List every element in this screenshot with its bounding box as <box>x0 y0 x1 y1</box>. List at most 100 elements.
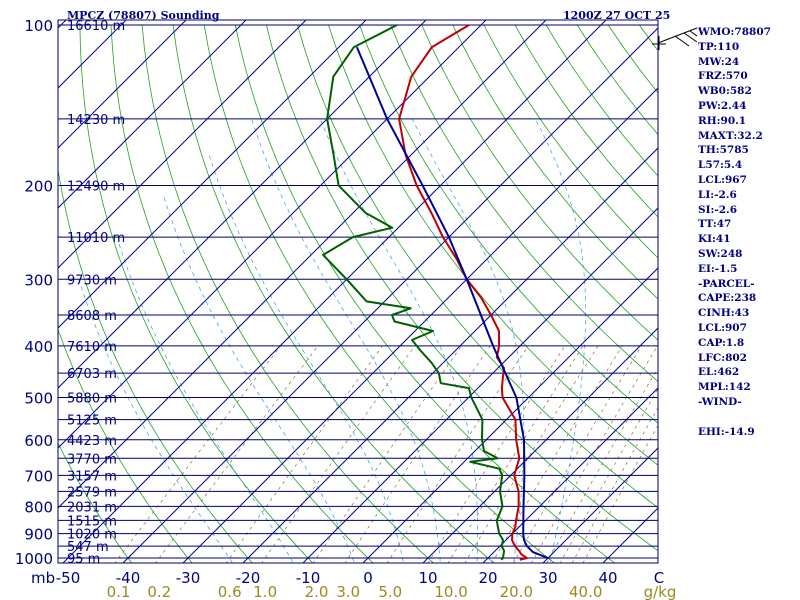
pressure-tick-label: 700 <box>24 467 53 485</box>
height-label: 5880 m <box>67 392 117 407</box>
index-item: CAPE:238 <box>698 292 757 305</box>
moist-adiabat <box>208 154 404 563</box>
index-item: CINH:43 <box>698 307 750 320</box>
dry-adiabat <box>203 24 555 563</box>
mixing-ratio-tick-label: 3.0 <box>336 583 360 600</box>
mixing-ratio-tick-label: 0.6 <box>218 583 242 600</box>
pressure-tick-label: 800 <box>24 498 53 516</box>
ylabel: mb <box>31 569 55 587</box>
index-item: LCL:967 <box>698 173 747 186</box>
moist-adiabat <box>535 118 586 563</box>
dry-adiabat <box>266 24 658 552</box>
moist-adiabat <box>251 118 441 563</box>
pressure-tick-label: 600 <box>24 432 53 450</box>
mixing-ratio-tick-label: 0.1 <box>107 583 131 600</box>
plot-frame <box>57 19 659 564</box>
dry-adiabat <box>79 24 314 563</box>
index-item: MW:24 <box>698 55 740 68</box>
mixing-ratio-tick-label: 2.0 <box>305 583 329 600</box>
moist-adiabat <box>411 118 525 563</box>
wind-barb <box>652 27 698 50</box>
index-item: CAP:1.8 <box>698 336 745 349</box>
mixing-ratio-line <box>513 345 642 563</box>
index-item: RH:90.1 <box>698 114 747 127</box>
index-item: EI:-1.5 <box>698 262 738 275</box>
temperature-tick-label: -40 <box>116 569 141 587</box>
isotherm <box>58 20 67 29</box>
height-label: 1020 m <box>67 528 117 543</box>
mixing-ratio-tick-label: 1.0 <box>253 583 277 600</box>
wind-barb-flag <box>674 35 690 47</box>
isotherm <box>242 147 658 563</box>
height-label: 11010 m <box>67 231 125 246</box>
height-label: 7610 m <box>67 340 117 355</box>
index-item: LI:-2.6 <box>698 188 737 201</box>
height-label: 2031 m <box>67 500 117 515</box>
pressure-tick-label: 300 <box>24 271 53 289</box>
height-label: 16610 m <box>67 19 125 34</box>
mixing-ratio-line <box>546 367 658 563</box>
sounding-time: 1200Z 27 OCT 25 <box>563 9 671 22</box>
pressure-tick-label: 100 <box>24 17 53 35</box>
index-item: TP:110 <box>698 40 740 53</box>
height-label: 9730 m <box>67 273 117 288</box>
profile-line-0 <box>398 24 528 561</box>
height-label: 4423 m <box>67 434 117 449</box>
temperature-tick-label: 30 <box>538 569 557 587</box>
dry-adiabat <box>390 24 658 383</box>
index-item: WB0:582 <box>698 85 752 98</box>
index-item: SI:-2.6 <box>698 203 737 216</box>
profile-line-2 <box>355 46 549 559</box>
height-label: 1515 m <box>67 514 117 529</box>
mixing-ratio-unit: g/kg <box>644 583 677 600</box>
height-label: 14230 m <box>67 113 125 128</box>
isotherm <box>542 447 658 563</box>
wind-barb-flag <box>683 32 698 43</box>
dry-adiabat <box>452 24 658 300</box>
height-label: 12490 m <box>67 179 125 194</box>
mixing-ratio-tick-label: 10.0 <box>434 583 467 600</box>
height-label: 3770 m <box>67 452 117 467</box>
isotherm <box>58 20 367 329</box>
mixing-ratio-line <box>312 345 462 563</box>
isotherm <box>58 20 187 149</box>
isotherm <box>182 87 658 563</box>
mixing-ratio-tick-label: 5.0 <box>378 583 402 600</box>
mixing-ratio-line <box>582 424 658 563</box>
isotherm <box>58 20 307 269</box>
isotherm <box>122 27 658 563</box>
mixing-ratio-tick-label: 20.0 <box>500 583 533 600</box>
mixing-ratio-line <box>225 345 383 563</box>
index-item: MAXT:32.2 <box>698 129 763 142</box>
index-item: L57:5.4 <box>698 159 743 172</box>
height-label: 547 m <box>67 540 109 555</box>
dry-adiabat <box>483 24 658 259</box>
index-item: PW:2.44 <box>698 99 747 112</box>
pressure-tick-label: 1000 <box>15 550 53 568</box>
index-item: EL:462 <box>698 366 740 379</box>
dry-adiabat <box>58 328 193 563</box>
isotherm <box>422 327 658 563</box>
chart-lines <box>58 20 658 563</box>
wind-barb-flag <box>689 30 698 37</box>
index-item: -PARCEL- <box>698 277 755 290</box>
dry-adiabat <box>141 24 435 563</box>
height-label: 3157 m <box>67 469 117 484</box>
mixing-ratio-line <box>344 345 491 563</box>
mixing-ratio-line <box>155 345 319 563</box>
mixing-ratio-line <box>571 406 658 563</box>
pressure-tick-label: 200 <box>24 177 53 195</box>
isotherm <box>58 20 487 449</box>
moist-adiabat <box>78 279 234 563</box>
mixing-ratio-line <box>464 345 599 563</box>
mixing-ratio-line <box>427 345 566 563</box>
sounding-profiles <box>322 24 549 561</box>
mixing-ratio-tick-label: 40.0 <box>569 583 602 600</box>
wind-barb-shaft <box>657 27 698 44</box>
index-item: WMO:78807 <box>698 26 771 38</box>
temperature-tick-label: 10 <box>418 569 437 587</box>
index-item: TH:5785 <box>698 144 749 157</box>
dry-adiabat <box>58 167 253 563</box>
